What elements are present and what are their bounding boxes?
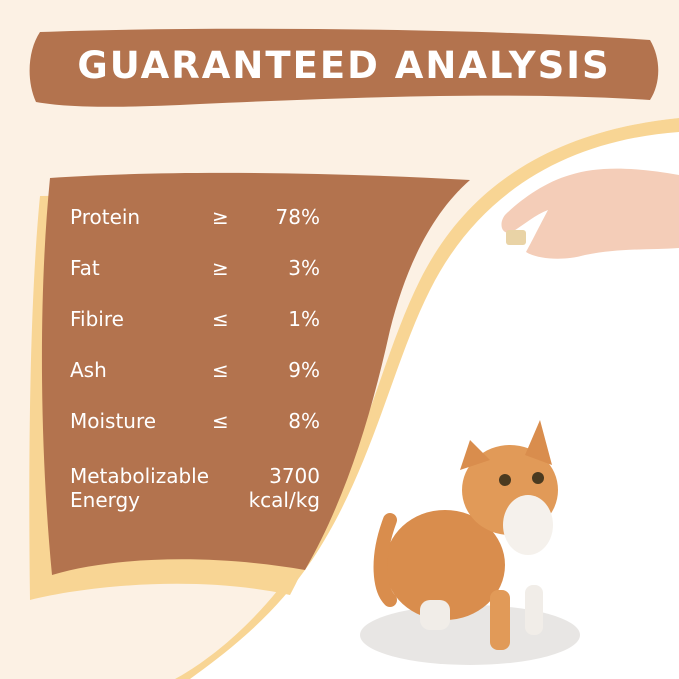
nutrient-name: Fibire	[70, 307, 124, 331]
nutrient-value: 1%	[288, 307, 320, 331]
comparison-operator: ≥	[212, 205, 229, 229]
nutrient-value: 8%	[288, 409, 320, 433]
analysis-row-moisture: Moisture ≤ 8%	[70, 409, 320, 460]
nutrient-value: 9%	[288, 358, 320, 382]
analysis-row-energy: Metabolizable Energy 3700 kcal/kg	[70, 464, 320, 512]
analysis-row-ash: Ash ≤ 9%	[70, 358, 320, 409]
energy-value-line2: kcal/kg	[248, 488, 320, 512]
kitten-image	[360, 420, 580, 665]
comparison-operator: ≥	[212, 256, 229, 280]
page-title: GUARANTEED ANALYSIS	[77, 44, 611, 87]
nutrient-value: 78%	[275, 205, 320, 229]
comparison-operator: ≤	[212, 409, 229, 433]
analysis-row-protein: Protein ≥ 78%	[70, 205, 320, 256]
nutrient-name: Fat	[70, 256, 100, 280]
energy-value-line1: 3700	[269, 464, 320, 488]
analysis-row-fat: Fat ≥ 3%	[70, 256, 320, 307]
comparison-operator: ≤	[212, 358, 229, 382]
nutrient-name: Moisture	[70, 409, 157, 433]
energy-label-line2: Energy	[70, 488, 141, 512]
brown-panel	[41, 172, 471, 575]
energy-label-line1: Metabolizable	[70, 464, 210, 488]
nutrient-name: Ash	[70, 358, 107, 382]
energy-value: 3700 kcal/kg	[249, 464, 320, 512]
analysis-row-fibre: Fibire ≤ 1%	[70, 307, 320, 358]
comparison-operator: ≤	[212, 307, 229, 331]
nutrient-name: Protein	[70, 205, 141, 229]
title-banner	[29, 28, 659, 107]
analysis-table: Protein ≥ 78% Fat ≥ 3% Fibire ≤ 1% Ash ≤…	[70, 205, 320, 512]
nutrient-value: 3%	[288, 256, 320, 280]
hand-image	[501, 168, 679, 259]
